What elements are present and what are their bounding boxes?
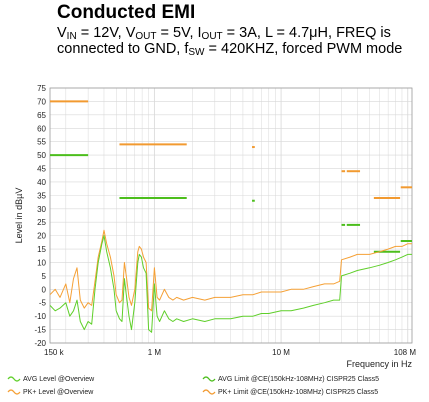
y-tick-label: 5 bbox=[42, 272, 47, 281]
legend-avg-limit-label: AVG Limit @CE(150kHz-108MHz) CISPR25 Cla… bbox=[218, 376, 379, 383]
subtitle-iout-symbol: I bbox=[197, 25, 202, 41]
x-axis-label: Frequency in Hz bbox=[346, 359, 412, 369]
chart-heading: Conducted EMI VIN = 12V, VOUT = 5V, IOUT… bbox=[57, 2, 425, 58]
x-axis-ticks: 150 k 1 M 10 M 108 M bbox=[44, 348, 416, 357]
legend-pk-limit: PK+ Limit @CE(150kHz-108MHz) CISPR25 Cla… bbox=[202, 389, 378, 396]
y-tick-label: -20 bbox=[34, 339, 46, 348]
y-tick-label: 20 bbox=[37, 232, 46, 241]
subtitle-vout-value: = 5V, bbox=[156, 25, 198, 41]
subtitle-vout-symbol: V bbox=[125, 25, 136, 41]
x-tick-label: 150 k bbox=[44, 348, 65, 357]
y-tick-label: 25 bbox=[37, 218, 46, 227]
subtitle-fsw-symbol: f bbox=[184, 41, 189, 57]
y-tick-label: -15 bbox=[34, 326, 46, 335]
y-tick-label: -5 bbox=[39, 299, 47, 308]
legend-pk-limit-swatch bbox=[202, 389, 216, 395]
legend-pk-level-label: PK+ Level @Overview bbox=[23, 389, 94, 396]
subtitle-vin-symbol: V bbox=[57, 25, 67, 41]
legend: AVG Level @Overview PK+ Level @Overview … bbox=[7, 376, 379, 396]
y-tick-label: 55 bbox=[37, 138, 46, 147]
y-tick-label: 65 bbox=[37, 111, 46, 120]
y-tick-label: 45 bbox=[37, 165, 46, 174]
legend-pk-limit-label: PK+ Limit @CE(150kHz-108MHz) CISPR25 Cla… bbox=[218, 389, 378, 396]
x-tick-label: 1 M bbox=[148, 348, 162, 357]
plot-frame bbox=[49, 87, 413, 344]
y-axis-label: Level in dBµV bbox=[14, 188, 24, 244]
legend-pk-level: PK+ Level @Overview bbox=[7, 389, 94, 396]
legend-avg-limit-swatch bbox=[202, 376, 216, 382]
y-tick-label: -10 bbox=[34, 312, 46, 321]
y-tick-label: 35 bbox=[37, 191, 46, 200]
legend-avg-limit: AVG Limit @CE(150kHz-108MHz) CISPR25 Cla… bbox=[202, 376, 379, 383]
chart-subtitle: VIN = 12V, VOUT = 5V, IOUT = 3A, L = 4.7… bbox=[57, 25, 425, 58]
y-tick-label: 0 bbox=[42, 285, 47, 294]
legend-pk-level-swatch bbox=[7, 389, 21, 395]
legend-avg-level: AVG Level @Overview bbox=[7, 376, 95, 383]
subtitle-vin-subscript: IN bbox=[66, 31, 77, 42]
subtitle-vin-value: = 12V, bbox=[76, 25, 126, 41]
trace-avg bbox=[49, 235, 412, 333]
y-tick-label: 60 bbox=[37, 124, 46, 133]
chart-grid bbox=[50, 87, 412, 344]
y-tick-label: 30 bbox=[37, 205, 46, 214]
measurement-traces bbox=[49, 229, 412, 333]
subtitle-iout-value: = 3A, L = 4.7μH, FREQ is connected to GN… bbox=[57, 25, 391, 57]
limit-lines bbox=[50, 100, 412, 253]
legend-avg-level-swatch bbox=[7, 376, 21, 382]
subtitle-fsw-value: = 420KHZ, forced PWM mode bbox=[204, 41, 403, 57]
legend-avg-level-label: AVG Level @Overview bbox=[23, 376, 95, 383]
y-tick-label: 70 bbox=[37, 97, 46, 106]
y-axis-ticks: -20 -15 -10 -5 0 5 10 15 20 25 30 35 40 45 50 55 60 65 70 7… bbox=[34, 84, 46, 348]
y-tick-label: 75 bbox=[37, 84, 46, 93]
x-tick-label: 108 M bbox=[394, 348, 417, 357]
subtitle-fsw-subscript: SW bbox=[188, 47, 205, 58]
subtitle-iout-subscript: OUT bbox=[201, 31, 223, 42]
y-tick-label: 50 bbox=[37, 151, 46, 160]
y-tick-label: 10 bbox=[37, 258, 46, 267]
trace-pk bbox=[49, 229, 412, 312]
subtitle-vout-subscript: OUT bbox=[135, 31, 157, 42]
chart-title: Conducted EMI bbox=[57, 2, 196, 23]
y-tick-label: 40 bbox=[37, 178, 46, 187]
y-tick-label: 15 bbox=[37, 245, 46, 254]
x-tick-label: 10 M bbox=[272, 348, 290, 357]
